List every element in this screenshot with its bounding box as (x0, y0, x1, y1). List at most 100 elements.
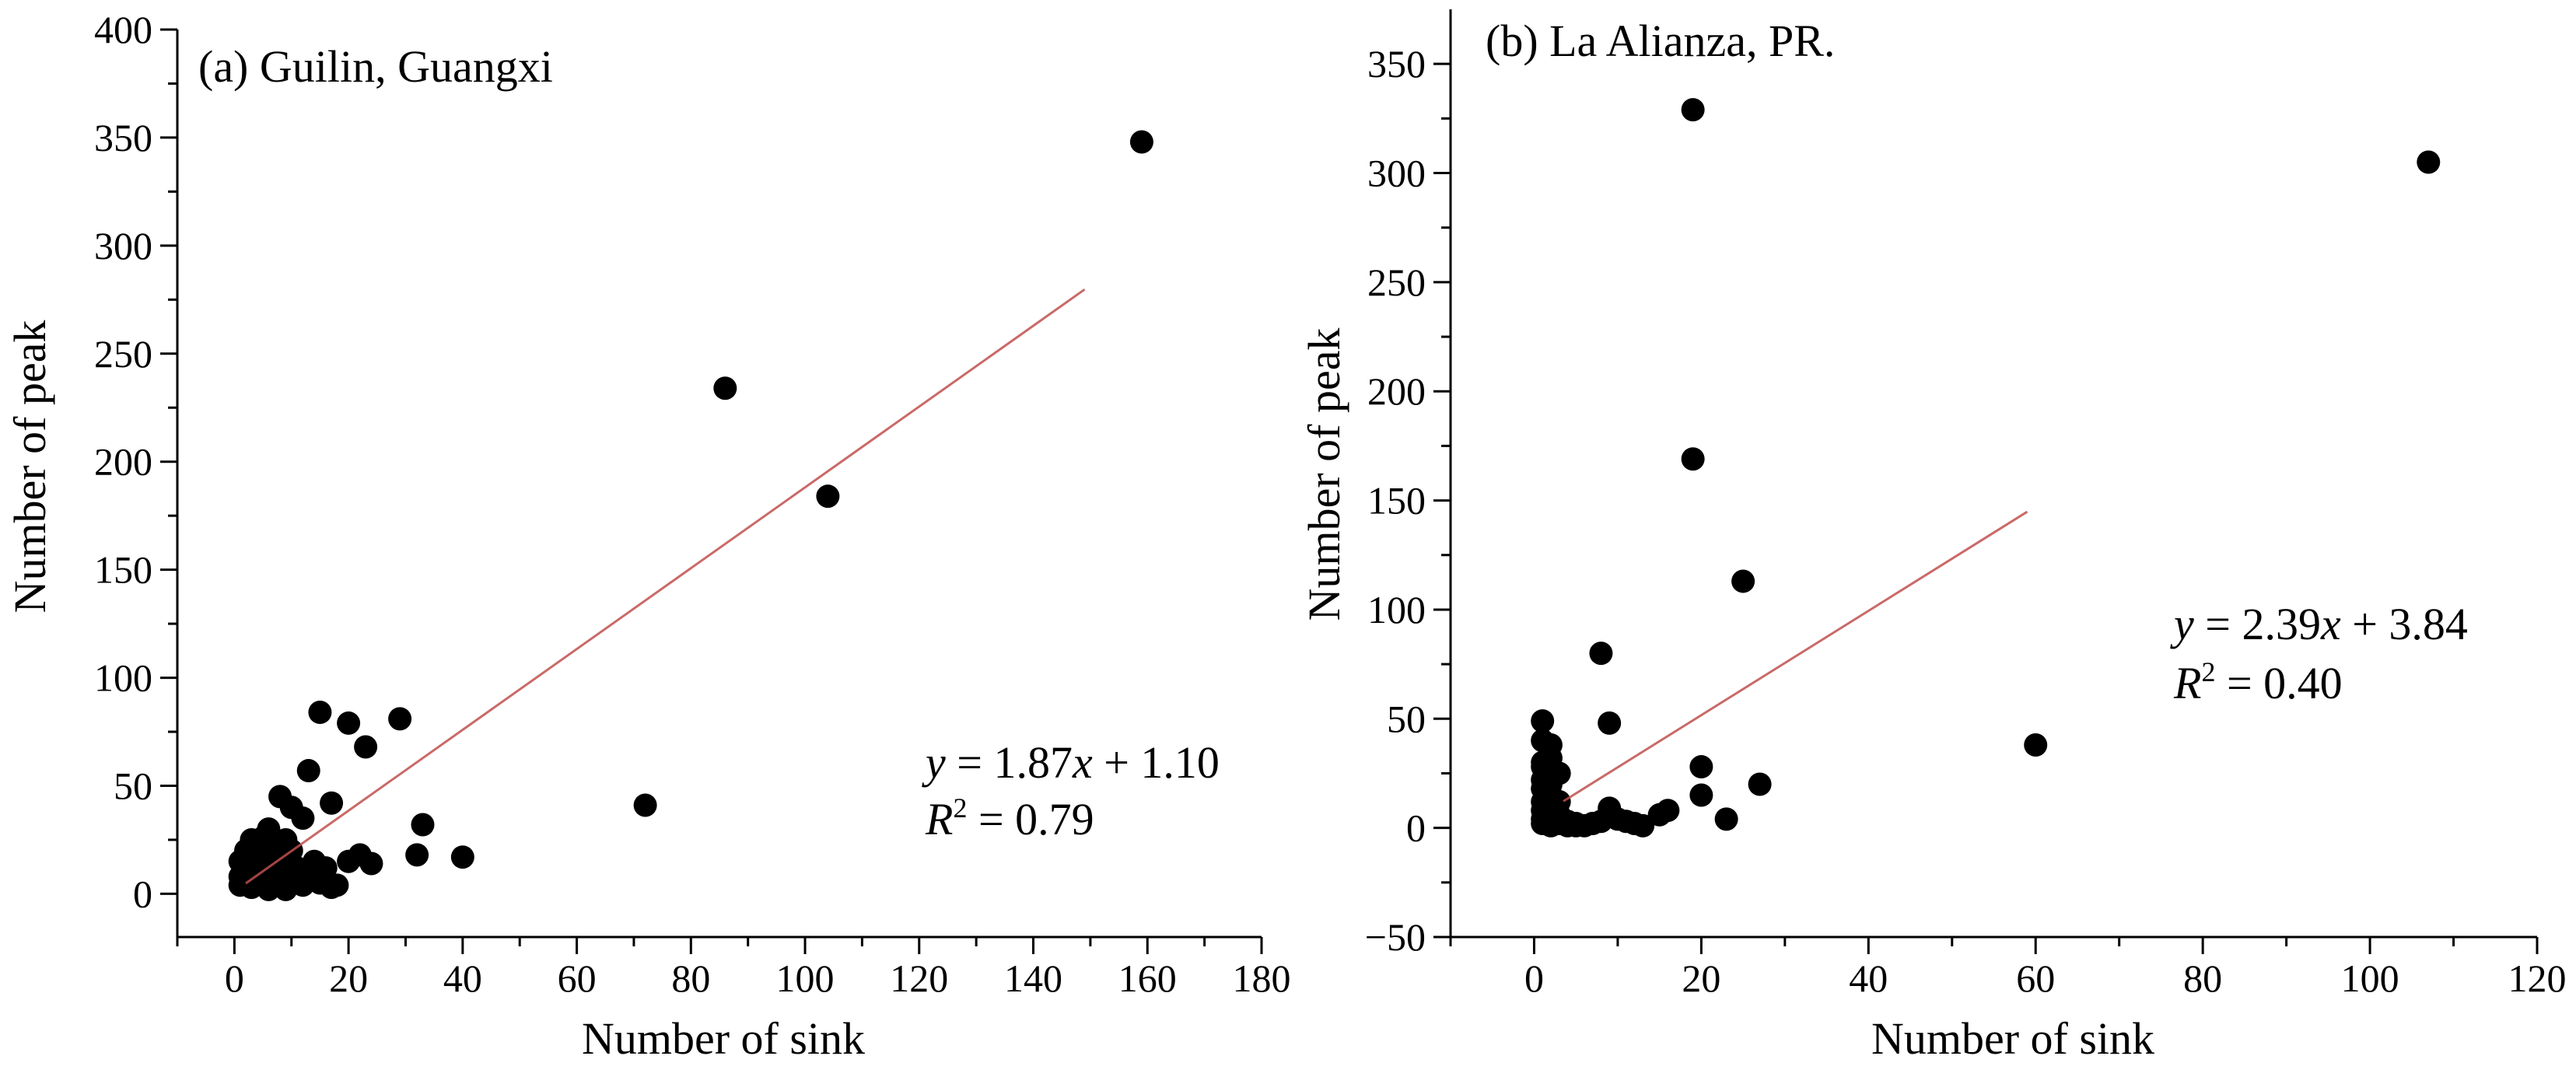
panel-b-y-tick-label: 100 (1367, 588, 1426, 631)
panel-a-y-tick-label: 150 (94, 548, 152, 592)
panel-b-x-tick-label: 100 (2341, 956, 2399, 1000)
panel-a-y-tick-label: 200 (94, 440, 152, 484)
panel-a-x-tick-label: 160 (1118, 956, 1177, 1000)
panel-a-equation: y = 1.87x + 1.10 (922, 737, 1220, 788)
panel-a-data-point (359, 851, 383, 876)
panel-b-r2-sup: 2 (2201, 656, 2215, 687)
panel-a-x-tick-label: 0 (225, 956, 244, 1000)
panel-a-fit-line (245, 288, 1086, 885)
panel-a-y-tick-label: 0 (133, 872, 152, 915)
panel-a-data-point (450, 845, 474, 869)
panel-a-x-tick-label: 20 (329, 956, 368, 1000)
panel-b-y-tick-label: 0 (1406, 806, 1426, 850)
panel-b-data-point (1531, 709, 1555, 733)
panel-a-data-point (337, 711, 361, 735)
panel-b-y-tick-label: −50 (1365, 915, 1426, 959)
panel-b: 0 20 40 60 80 100 120−50050100150200250300350 … (1299, 9, 2567, 1064)
panel-a-data-point (313, 856, 338, 880)
panel-b-y-tick-label: 50 (1387, 697, 1426, 740)
panel-b-eq-intercept: + 3.84 (2341, 599, 2468, 649)
panel-b-title: (b) La Alianza, PR. (1486, 16, 1835, 66)
panel-b-points (1531, 98, 2441, 837)
panel-b-data-point (1647, 802, 1671, 827)
panel-b-data-point (1681, 447, 1705, 471)
panel-a-title: (a) Guilin, Guangxi (198, 41, 553, 92)
panel-a-data-point (816, 484, 840, 509)
panel-b-data-point (2417, 150, 2441, 174)
panel-a-x-tick-label: 60 (558, 956, 597, 1000)
panel-a-x-tick-label: 180 (1233, 956, 1291, 1000)
panel-a-r2: R2 = 0.79 (925, 792, 1094, 844)
panel-b-y-tick-label: 350 (1367, 42, 1426, 86)
panel-b-eq-slope: = 2.39 (2194, 599, 2321, 649)
panel-b-data-point (1689, 783, 1713, 807)
panel-b-data-point (1598, 711, 1622, 735)
panel-a-data-point (325, 873, 349, 897)
panel-b-data-point (1681, 98, 1705, 122)
panel-b-x-tick-label: 80 (2183, 956, 2222, 1000)
panel-a-fit (245, 288, 1086, 885)
panel-a-y-tick-label: 350 (94, 116, 152, 159)
panel-a-y-tick-label: 400 (94, 8, 152, 51)
panel-b-y-axis-label: Number of peak (1299, 328, 1349, 621)
panel-a-y-tick-label: 300 (94, 224, 152, 268)
panel-a-data-point (1129, 130, 1153, 154)
panel-a-r2-label: R (925, 794, 953, 844)
panel-b-x-tick-label: 120 (2508, 956, 2567, 1000)
panel-a-x-tick-label: 140 (1004, 956, 1062, 1000)
panel-a-axes: 0 20 40 60 80 100 120 140 160 180 0 50 100 150 200 250 3… (94, 8, 1291, 1000)
panel-b-y-tick-label: 200 (1367, 369, 1426, 413)
panel-b-eq-x: x (2320, 599, 2341, 649)
panel-a-data-point (388, 707, 412, 731)
panel-b-x-tick-label: 0 (1524, 956, 1544, 1000)
panel-a-data-point (405, 843, 429, 867)
panel-a-eq-y: y (922, 737, 946, 788)
panel-b-data-point (1531, 750, 1555, 775)
panel-a-r2-value: = 0.79 (967, 794, 1094, 844)
panel-b-fit-line (1563, 510, 2028, 802)
panel-a-y-tick-label: 100 (94, 656, 152, 700)
panel-b-axes: 0 20 40 60 80 100 120 −50 0 50 100 150 200 250 300 350 (1365, 9, 2567, 1000)
panel-a-data-point (308, 701, 332, 725)
panel-a-x-tick-label: 80 (671, 956, 710, 1000)
panel-a-data-point (262, 865, 286, 889)
panel-a-y-tick-label: 250 (94, 332, 152, 376)
panel-b-data-point (2024, 733, 2048, 757)
panel-b-y-tick-label: 250 (1367, 261, 1426, 304)
panel-a-data-point (296, 759, 320, 783)
panel-b-eq-y: y (2170, 599, 2194, 649)
panel-a-data-point (320, 791, 344, 815)
panel-a-data-point (291, 806, 315, 830)
panel-a-y-axis-label: Number of peak (5, 320, 55, 614)
panel-a-data-point (633, 793, 657, 817)
panel-a-eq-slope: = 1.87 (946, 737, 1073, 788)
panel-a-data-point (240, 827, 264, 851)
panel-a-x-tick-label: 40 (443, 956, 482, 1000)
panel-b-data-point (1614, 809, 1638, 834)
panel-b-x-tick-label: 40 (1849, 956, 1888, 1000)
panel-b-data-point (1689, 755, 1713, 779)
panel-b-r2-value: = 0.40 (2215, 658, 2342, 708)
panel-b-data-point (1547, 807, 1571, 831)
panel-b-r2-label: R (2173, 658, 2201, 708)
panel-b-x-axis-label: Number of sink (1871, 1013, 2154, 1064)
panel-a-eq-x: x (1072, 737, 1093, 788)
panel-a-data-point (411, 813, 435, 837)
panel-b-data-point (1731, 569, 1755, 593)
panel-b-y-tick-label: 300 (1367, 152, 1426, 195)
panel-b-x-tick-label: 60 (2016, 956, 2055, 1000)
panel-b-r2: R2 = 0.40 (2173, 656, 2343, 708)
panel-a-x-tick-label: 100 (776, 956, 835, 1000)
panel-a-y-tick-label: 50 (114, 764, 152, 808)
panel-b-y-tick-label: 150 (1367, 479, 1426, 523)
panel-a-x-tick-label: 120 (890, 956, 948, 1000)
panel-b-data-point (1538, 772, 1563, 796)
panel-a-x-axis-label: Number of sink (582, 1013, 865, 1064)
panel-a: 0 20 40 60 80 100 120 140 160 180 0 50 100 150 200 250 3… (5, 8, 1291, 1064)
panel-b-equation: y = 2.39x + 3.84 (2170, 599, 2468, 649)
panel-a-data-point (285, 869, 310, 893)
panel-a-eq-intercept: + 1.10 (1093, 737, 1220, 788)
panel-a-data-point (354, 735, 378, 759)
